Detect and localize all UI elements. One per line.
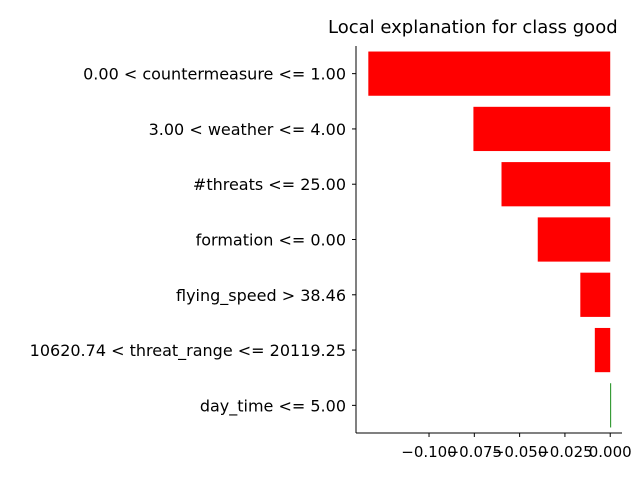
- y-tick-label: day_time <= 5.00: [200, 396, 346, 416]
- axes-group: [352, 46, 622, 437]
- y-tick-label: #threats <= 25.00: [193, 175, 346, 194]
- y-tick-label: formation <= 0.00: [196, 231, 346, 250]
- labels-group: day_time <= 5.00 10620.74 < threat_range …: [30, 65, 632, 461]
- y-tick-label: 10620.74 < threat_range <= 20119.25: [30, 341, 346, 361]
- bar: [368, 51, 611, 96]
- bar: [594, 327, 611, 373]
- bar: [580, 272, 611, 317]
- x-tick-label: 0.000: [589, 443, 632, 461]
- bar: [501, 162, 611, 207]
- x-tick-label: −0.025: [537, 443, 593, 461]
- chart-title: Local explanation for class good: [328, 17, 618, 38]
- bar: [537, 217, 611, 262]
- y-tick-label: flying_speed > 38.46: [176, 286, 346, 306]
- x-tick-label: −0.050: [492, 443, 548, 461]
- bar: [610, 383, 612, 428]
- x-tick-label: −0.075: [447, 443, 503, 461]
- bar: [473, 106, 611, 152]
- y-tick-label: 0.00 < countermeasure <= 1.00: [83, 65, 346, 84]
- y-tick-label: 3.00 < weather <= 4.00: [149, 120, 346, 139]
- bars-group: [368, 51, 612, 428]
- x-tick-label: −0.100: [401, 443, 457, 461]
